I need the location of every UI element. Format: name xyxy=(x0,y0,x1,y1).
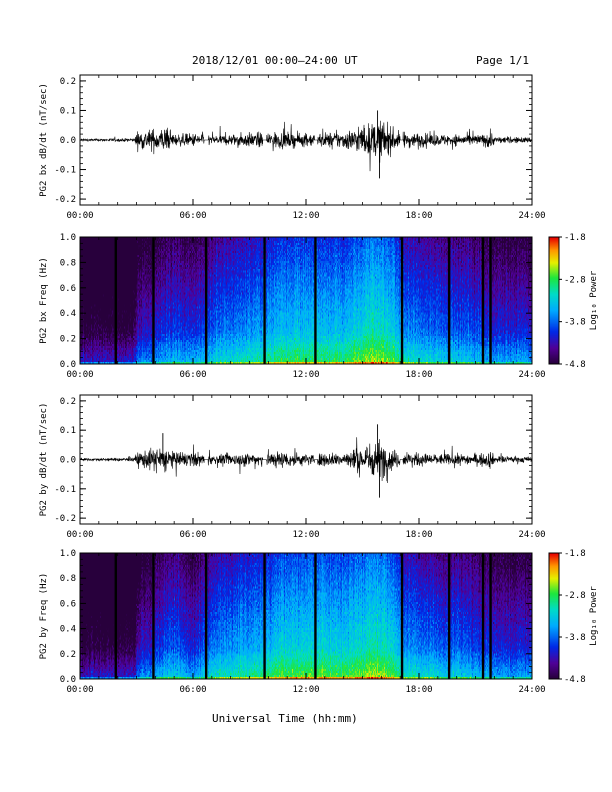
y-axis-label: PG2 bx dB/dt (nT/sec) xyxy=(39,83,49,197)
data-gap-line xyxy=(314,553,317,679)
data-gap-line xyxy=(481,553,485,679)
colorbar-tick-label: -1.8 xyxy=(564,549,586,559)
data-gap-line xyxy=(400,553,404,679)
colorbar-tick-label: -3.8 xyxy=(564,318,586,328)
data-gap-line xyxy=(263,237,266,364)
data-gap-line xyxy=(204,237,208,364)
colorbar xyxy=(549,237,559,364)
y-axis-label: PG2 by dB/dt (nT/sec) xyxy=(39,403,49,517)
y-tick-label: 0.1 xyxy=(60,426,76,436)
colorbar-tick-label: -4.8 xyxy=(564,360,586,370)
y-tick-label: 0.0 xyxy=(60,360,76,370)
y-tick-label: 0.4 xyxy=(60,309,76,319)
y-tick-label: 1.0 xyxy=(60,233,76,243)
x-axis-label: Universal Time (hh:mm) xyxy=(212,712,358,725)
data-gap-line xyxy=(489,237,492,364)
y-tick-label: 0.2 xyxy=(60,650,76,660)
x-tick-label: 06:00 xyxy=(179,530,206,540)
x-tick-label: 18:00 xyxy=(405,370,432,380)
x-tick-label: 12:00 xyxy=(292,685,319,695)
x-tick-label: 06:00 xyxy=(179,211,206,221)
y-axis-label: PG2 by Freq (Hz) xyxy=(39,573,49,660)
y-tick-label: -0.2 xyxy=(54,195,76,205)
data-gap-line xyxy=(263,553,266,679)
y-axis-label: PG2 bx Freq (Hz) xyxy=(39,257,49,344)
x-tick-label: 00:00 xyxy=(66,211,93,221)
waveform-line xyxy=(79,120,533,172)
data-gap-line xyxy=(400,237,404,364)
colorbar-tick-label: -2.8 xyxy=(564,591,586,601)
x-tick-label: 12:00 xyxy=(292,370,319,380)
x-tick-label: 18:00 xyxy=(405,211,432,221)
spectrogram-image xyxy=(80,553,532,679)
y-tick-label: 0.4 xyxy=(60,625,76,635)
data-gap-line xyxy=(152,237,155,364)
y-tick-label: 1.0 xyxy=(60,549,76,559)
colorbar-frame xyxy=(548,236,560,365)
colorbar-label: Log₁₀ Power xyxy=(589,586,599,646)
y-tick-label: 0.1 xyxy=(60,106,76,116)
data-gap-line xyxy=(204,553,208,679)
waveform-line xyxy=(79,437,533,483)
x-tick-label: 24:00 xyxy=(518,211,545,221)
x-tick-label: 00:00 xyxy=(66,370,93,380)
data-gap-line xyxy=(114,553,117,679)
data-gap-line xyxy=(314,237,317,364)
y-tick-label: 0.2 xyxy=(60,77,76,87)
data-gap-line xyxy=(152,553,155,679)
x-tick-label: 18:00 xyxy=(405,530,432,540)
data-gap-line xyxy=(447,553,451,679)
spectrogram-image xyxy=(80,237,532,364)
data-gap-line xyxy=(447,237,451,364)
y-tick-label: 0.8 xyxy=(60,574,76,584)
y-tick-label: 0.6 xyxy=(60,284,76,294)
y-tick-label: 0.2 xyxy=(60,335,76,345)
x-tick-label: 06:00 xyxy=(179,685,206,695)
y-tick-label: -0.2 xyxy=(54,514,76,524)
x-tick-label: 12:00 xyxy=(292,530,319,540)
colorbar-tick-label: -1.8 xyxy=(564,233,586,243)
colorbar-frame xyxy=(548,552,560,680)
y-tick-label: 0.0 xyxy=(60,136,76,146)
plot-title: 2018/12/01 00:00–24:00 UT xyxy=(192,54,358,67)
y-tick-label: 0.0 xyxy=(60,456,76,466)
colorbar-label: Log₁₀ Power xyxy=(589,270,599,330)
x-tick-label: 00:00 xyxy=(66,685,93,695)
colorbar-tick-label: -2.8 xyxy=(564,275,586,285)
x-tick-label: 00:00 xyxy=(66,530,93,540)
x-tick-label: 24:00 xyxy=(518,685,545,695)
x-tick-label: 18:00 xyxy=(405,685,432,695)
data-gap-line xyxy=(481,237,485,364)
y-tick-label: 0.2 xyxy=(60,397,76,407)
colorbar-tick-label: -3.8 xyxy=(564,633,586,643)
x-tick-label: 12:00 xyxy=(292,211,319,221)
x-tick-label: 24:00 xyxy=(518,370,545,380)
x-tick-label: 06:00 xyxy=(179,370,206,380)
x-tick-label: 24:00 xyxy=(518,530,545,540)
y-tick-label: 0.0 xyxy=(60,675,76,685)
data-gap-line xyxy=(489,553,492,679)
data-gap-line xyxy=(114,237,117,364)
colorbar-tick-label: -4.8 xyxy=(564,675,586,685)
y-tick-label: 0.6 xyxy=(60,599,76,609)
colorbar xyxy=(549,553,559,679)
y-tick-label: 0.8 xyxy=(60,258,76,268)
y-tick-label: -0.1 xyxy=(54,485,76,495)
y-tick-label: -0.1 xyxy=(54,166,76,176)
page-indicator: Page 1/1 xyxy=(476,54,529,67)
